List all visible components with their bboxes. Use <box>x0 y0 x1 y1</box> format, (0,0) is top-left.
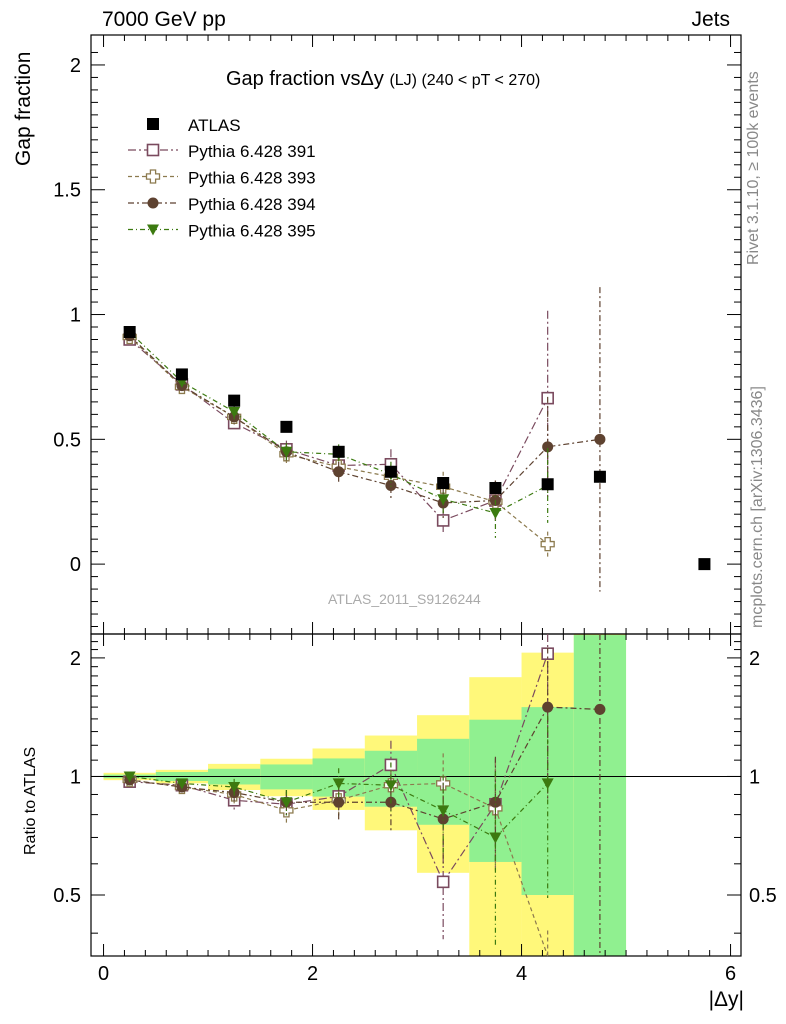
atlas-point <box>489 481 502 494</box>
ratio-point <box>280 797 293 809</box>
ratio-point <box>489 796 501 808</box>
atlas-point <box>228 394 241 407</box>
ratio-band-inner <box>573 635 627 956</box>
data-point <box>228 406 241 418</box>
legend-label: Pythia 6.428 393 <box>188 169 316 188</box>
data-point <box>540 537 555 552</box>
energy-label: 7000 GeV pp <box>102 8 226 31</box>
data-point <box>436 514 450 527</box>
ratio-point <box>489 832 502 844</box>
ratio-y-tick-label: 0.5 <box>53 885 81 907</box>
title-main: Gap fraction vs <box>226 68 361 90</box>
series-line <box>129 335 601 504</box>
data-point <box>489 507 502 519</box>
x-tick-label: 0 <box>98 963 109 985</box>
ratio-point <box>175 778 188 790</box>
legend-label: Pythia 6.428 391 <box>188 142 316 161</box>
ratio-line <box>129 706 600 820</box>
chart-title: Gap fraction vsΔy (LJ) (240 < pT < 270) <box>226 68 540 91</box>
data-point <box>542 441 554 453</box>
title-delta: Δy <box>360 68 384 90</box>
legend-marker <box>147 224 159 236</box>
y-tick-label: 0 <box>70 554 81 576</box>
process-label: Jets <box>691 8 730 31</box>
atlas-point <box>698 558 711 571</box>
data-point <box>594 433 606 445</box>
atlas-point <box>332 445 345 458</box>
y-tick-label: 0.5 <box>53 429 81 451</box>
ratio-y-tick-label: 1 <box>70 766 81 788</box>
atlas-point <box>437 477 450 490</box>
ratio-point <box>437 805 450 817</box>
data-point <box>333 466 345 478</box>
y-tick-label: 1.5 <box>53 180 81 202</box>
legend-label: Pythia 6.428 395 <box>188 222 316 241</box>
x-tick-label: 2 <box>307 963 318 985</box>
ratio-y-tick-label-right: 1 <box>749 766 760 788</box>
ratio-line <box>129 775 549 839</box>
ratio-point <box>542 701 554 713</box>
atlas-point <box>593 470 606 483</box>
ratio-point <box>541 778 554 790</box>
ratio-point <box>333 796 345 808</box>
series-line <box>129 339 549 522</box>
data-point <box>280 446 293 458</box>
ratio-point <box>436 875 450 889</box>
x-tick-label: 4 <box>516 963 527 985</box>
ratio-frame <box>90 633 742 957</box>
ratio-point <box>594 703 606 715</box>
title-sub: (LJ) (240 < pT < 270) <box>389 72 541 89</box>
x-axis-label: |Δy| <box>708 988 744 1011</box>
ratio-y-tick-label-right: 2 <box>749 648 760 670</box>
series-line <box>129 336 549 545</box>
ratio-y-tick-label-right: 0.5 <box>749 885 777 907</box>
series-line <box>129 331 548 514</box>
ratio-y-tick-label: 2 <box>70 648 81 670</box>
atlas-point <box>541 478 554 491</box>
ratio-point <box>332 778 345 790</box>
ratio-point <box>228 782 241 794</box>
ratio-point <box>437 813 449 825</box>
ratio-point <box>384 780 397 792</box>
data-point <box>385 479 397 491</box>
legend-marker <box>145 169 161 184</box>
legend-label-atlas: ATLAS <box>188 116 241 135</box>
x-tick-label: 6 <box>725 963 736 985</box>
y-tick-label: 1 <box>70 305 81 327</box>
atlas-point <box>280 420 293 433</box>
atlas-point <box>384 465 397 478</box>
y-tick-label: 2 <box>70 55 81 77</box>
data-point <box>437 494 450 506</box>
legend-marker <box>147 197 159 209</box>
legend-label: Pythia 6.428 394 <box>188 195 316 214</box>
atlas-point <box>175 368 188 381</box>
legend-marker <box>146 143 160 157</box>
ratio-point <box>123 771 136 783</box>
atlas-point <box>123 326 136 339</box>
legend-marker-atlas <box>147 118 159 130</box>
watermark: ATLAS_2011_S9126244 <box>328 591 481 607</box>
